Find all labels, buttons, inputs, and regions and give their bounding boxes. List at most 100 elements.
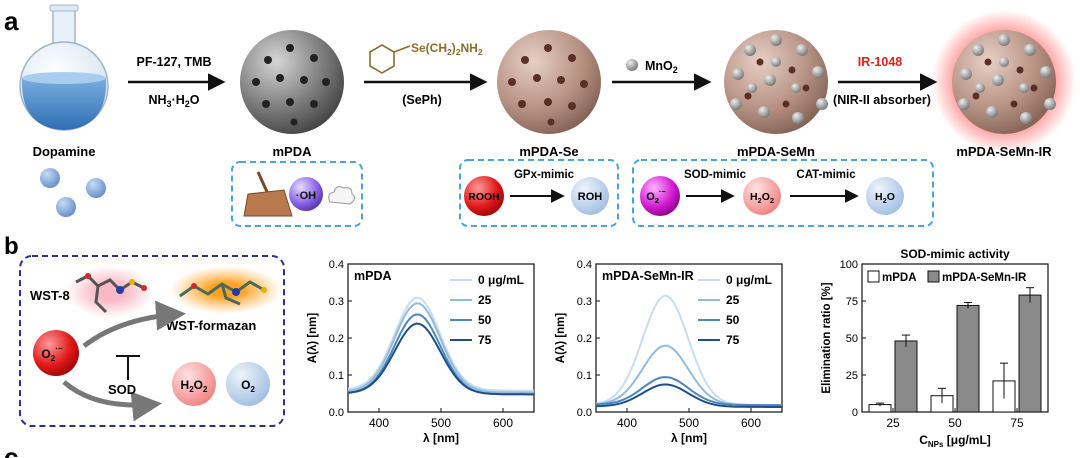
series-line <box>347 322 534 396</box>
x-axis-label: λ [nm] <box>423 431 459 445</box>
wst-scheme-box <box>19 255 285 427</box>
roh-label: ROH <box>578 191 603 203</box>
box-sod-cat-mimic <box>632 159 934 227</box>
panel-c-letter: c <box>4 442 18 458</box>
mno2-particle-icon <box>626 59 638 71</box>
wst8-molecule <box>66 266 154 318</box>
superoxide-radical-ball <box>33 330 79 376</box>
arrow4-bottom-label: (NIR-II absorber) <box>833 93 931 107</box>
superoxide-label: O2·− <box>646 187 666 205</box>
mpda-se-label: mPDA-Se <box>519 144 578 159</box>
x-tick-label: 400 <box>617 416 637 430</box>
sod-path-arrow <box>62 380 162 422</box>
legend-label: mPDA <box>882 272 917 284</box>
x-axis-label: CNPs [μg/mL] <box>919 433 991 449</box>
bar <box>1018 294 1042 413</box>
y-axis-label: A(λ) [nm] <box>307 313 319 364</box>
y-tick-label: 0 <box>852 407 858 419</box>
y-axis-label: A(λ) [nm] <box>555 313 567 364</box>
seph-molecule <box>369 44 411 74</box>
legend-label: 0 μg/mL <box>726 273 772 287</box>
y-tick-label: 0.4 <box>577 259 592 271</box>
chart-title: mPDA <box>354 269 392 283</box>
x-tick-label: 600 <box>493 416 513 430</box>
legend-swatch <box>867 270 880 283</box>
mpda-semn-ir-label: mPDA-SeMn-IR <box>956 144 1052 159</box>
series-line <box>595 383 782 408</box>
arrow4-top-label: IR-1048 <box>858 55 903 69</box>
superoxide-ball <box>640 176 680 216</box>
chart-title: mPDA-SeMn-IR <box>602 269 694 283</box>
bar <box>956 304 980 413</box>
x-tick-label: 75 <box>1010 416 1024 430</box>
y-tick-label: 100 <box>840 259 858 271</box>
series-line <box>347 296 534 392</box>
x-tick-label: 400 <box>369 416 389 430</box>
mpda-semn-label: mPDA-SeMn <box>737 144 815 159</box>
formazan-molecule <box>170 266 282 314</box>
y-tick-label: 0.1 <box>329 370 344 382</box>
x-tick-label: 25 <box>886 416 900 430</box>
legend-label: 50 <box>478 313 492 327</box>
mpda-sphere <box>240 30 344 134</box>
seph-formula: Se(CH2)2NH2 <box>411 41 483 57</box>
legend-label: mPDA-SeMn-IR <box>942 272 1027 284</box>
roh-ball <box>571 177 609 215</box>
y-tick-label: 0.0 <box>577 407 592 419</box>
chart-title: SOD-mimic activity <box>900 247 1010 261</box>
x-tick-label: 500 <box>431 416 451 430</box>
formazan-arrow <box>82 300 186 348</box>
chart-mpda-semn-ir-absorbance: 400 500 600 0.0 0.1 0.2 0.3 0.4 λ [nm] A(λ) [nm] m… <box>555 259 783 445</box>
sod-label: SOD <box>108 382 136 397</box>
mpda-semn-ir-sphere <box>932 10 1076 154</box>
series-line <box>595 344 783 407</box>
h2o2-product-label: H2O2 <box>181 378 208 394</box>
y-tick-label: 0.0 <box>329 407 344 419</box>
h2o2-label: H2O2 <box>750 191 774 205</box>
sod-mimic-label: SOD-mimic <box>684 169 747 181</box>
y-tick-label: 0.3 <box>329 296 344 308</box>
panel-a-letter: a <box>4 6 19 36</box>
x-axis-label: λ [nm] <box>671 431 707 445</box>
legend-label: 75 <box>478 333 492 347</box>
x-tick-label: 600 <box>741 416 761 430</box>
bar <box>894 340 918 413</box>
broom-icon <box>243 171 293 217</box>
formazan-label: WST-formazan <box>166 318 256 333</box>
wst8-label: WST-8 <box>30 288 70 303</box>
h2o2-ball <box>743 177 781 215</box>
oh-radical-label: ·OH <box>296 190 316 202</box>
legend-label: 0 μg/mL <box>478 273 524 287</box>
legend-label: 50 <box>726 313 740 327</box>
box-gpx-mimic <box>459 159 619 227</box>
rooh-ball <box>464 176 504 216</box>
o2-product-label: O2 <box>241 378 255 394</box>
chart-mpda-absorbance: 400 500 600 0.0 0.1 0.2 0.3 0.4 λ [nm] A(λ) [nm] m… <box>307 259 535 445</box>
panel-b-letter: b <box>4 233 19 260</box>
y-tick-label: 25 <box>846 370 858 382</box>
h2o-label: H2O <box>875 191 895 205</box>
legend-label: 75 <box>726 333 740 347</box>
arrow3-top-label: MnO2 <box>645 59 678 75</box>
box-oh-scavenging <box>231 161 363 227</box>
h2o2-product-ball <box>172 362 216 406</box>
x-tick-label: 500 <box>679 416 699 430</box>
rooh-label: ROOH <box>468 191 500 203</box>
superoxide-radical-label: O2·− <box>41 344 62 363</box>
legend-swatch <box>927 270 940 283</box>
y-tick-label: 50 <box>846 333 858 345</box>
arrow1-top-label: PF-127, TMB <box>136 55 211 69</box>
flask-icon <box>19 4 109 131</box>
arrow1-bottom-label: NH3·H2O <box>148 93 199 109</box>
arrow2-bottom-label: (SePh) <box>402 93 442 107</box>
h2o-ball <box>866 177 904 215</box>
gpx-mimic-label: GPx-mimic <box>514 169 575 181</box>
legend-label: 25 <box>726 293 740 307</box>
oh-radical-ball <box>289 177 323 211</box>
mpda-label: mPDA <box>272 144 312 159</box>
y-tick-label: 0.3 <box>577 296 592 308</box>
o2-product-ball <box>226 362 270 406</box>
y-tick-label: 0.1 <box>577 370 592 382</box>
mpda-semn-sphere <box>724 30 828 134</box>
